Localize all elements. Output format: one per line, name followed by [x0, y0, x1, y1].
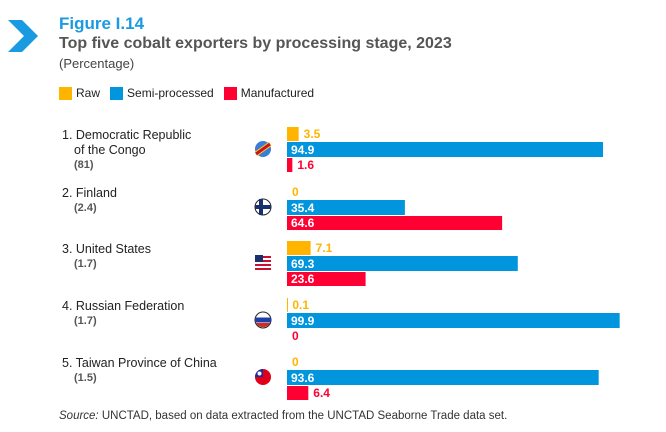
data-label: 93.6 — [291, 371, 315, 385]
category-name: 4. Russian Federation — [62, 299, 185, 313]
russia-flag-icon — [254, 311, 272, 329]
drc-flag-icon — [254, 141, 272, 157]
legend: Raw Semi-processed Manufactured — [59, 86, 314, 100]
category-label: 2. Finland (2.4) — [62, 186, 117, 216]
source-text: UNCTAD, based on data extracted from the… — [98, 410, 508, 422]
share-label: (1.5) — [74, 372, 97, 384]
bar-manufactured — [287, 158, 293, 172]
usa-flag-icon — [255, 255, 271, 271]
share-label: (2.4) — [74, 202, 97, 214]
category-label: 3. United States (1.7) — [62, 242, 151, 272]
share-label: (81) — [74, 159, 94, 171]
category-name: 3. United States — [62, 242, 151, 256]
source-label: Source: — [59, 410, 99, 422]
bar-raw — [287, 298, 288, 312]
taiwan-flag-icon — [255, 369, 271, 385]
data-label: 7.1 — [316, 241, 333, 255]
legend-manufactured: Manufactured — [223, 86, 315, 100]
data-label: 0 — [292, 185, 299, 199]
bar-raw — [287, 127, 299, 141]
data-label: 64.6 — [291, 216, 315, 230]
category-name: 2. Finland — [62, 186, 117, 200]
category-name: 1. Democratic Republic — [62, 128, 192, 142]
data-label: 69.3 — [291, 257, 315, 271]
data-label: 3.5 — [304, 127, 321, 141]
share-label: (1.7) — [74, 258, 97, 270]
legend-label: Semi-processed — [127, 86, 214, 100]
category-label: 4. Russian Federation (1.7) — [62, 299, 184, 329]
legend-raw: Raw — [59, 86, 100, 100]
data-label: 0 — [292, 329, 299, 343]
chevron-icon — [8, 20, 38, 52]
data-label: 99.9 — [291, 314, 315, 328]
data-label: 0.1 — [292, 298, 309, 312]
bar-manufactured — [287, 386, 309, 400]
data-label: 94.9 — [291, 143, 315, 157]
data-label: 1.6 — [297, 158, 314, 172]
category-name: 5. Taiwan Province of China — [62, 356, 217, 370]
share-label: (1.7) — [74, 315, 97, 327]
figure-number: Figure I.14 — [59, 14, 145, 33]
bar-semi-processed — [287, 313, 620, 328]
data-label: 6.4 — [313, 386, 330, 400]
data-label: 35.4 — [291, 201, 315, 215]
chart-title: Top five cobalt exporters by processing … — [59, 35, 452, 52]
bar-raw — [287, 241, 311, 255]
legend-label: Manufactured — [240, 86, 315, 100]
bar-manufactured — [287, 272, 366, 286]
data-label: 23.6 — [291, 272, 315, 286]
category-label: 1. Democratic Republic of the Congo (81) — [62, 128, 191, 173]
bar-semi-processed — [287, 370, 599, 385]
category-name: of the Congo — [74, 143, 146, 157]
legend-semi: Semi-processed — [110, 86, 214, 100]
bar-manufactured — [287, 216, 503, 230]
category-label: 5. Taiwan Province of China (1.5) — [62, 356, 217, 386]
legend-label: Raw — [76, 86, 101, 100]
data-label: 0 — [292, 355, 299, 369]
bar-semi-processed — [287, 200, 405, 215]
bar-semi-processed — [287, 142, 604, 157]
source-note: Source: UNCTAD, based on data extracted … — [59, 410, 507, 422]
chart-subtitle: (Percentage) — [59, 56, 135, 71]
bar-semi-processed — [287, 256, 518, 271]
finland-flag-icon — [254, 198, 272, 216]
